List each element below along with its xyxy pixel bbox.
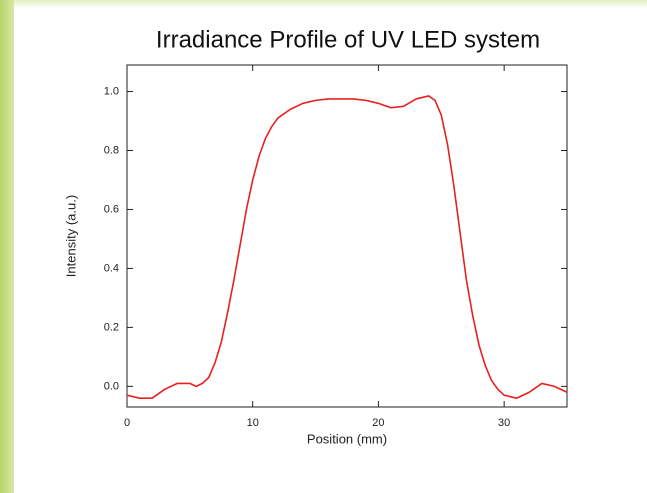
data-line <box>126 95 568 399</box>
y-tick-label: 0.8 <box>104 144 119 156</box>
top-band <box>14 0 647 8</box>
y-tick-label: 0.4 <box>104 262 119 274</box>
x-tick-label: 30 <box>498 417 510 429</box>
y-tick-label: 0.0 <box>104 380 119 392</box>
x-tick-label: 0 <box>124 417 130 429</box>
x-tick-label: 20 <box>372 417 384 429</box>
y-axis-label: Intensity (a.u.) <box>63 195 78 277</box>
x-tick-label: 10 <box>247 417 259 429</box>
left-band <box>0 0 14 493</box>
plot-frame <box>126 64 568 408</box>
chart-title: Irradiance Profile of UV LED system <box>156 26 540 53</box>
x-axis-label: Position (mm) <box>307 431 387 446</box>
y-tick-label: 1.0 <box>104 85 119 97</box>
y-tick-label: 0.6 <box>104 203 119 215</box>
y-tick-label: 0.2 <box>104 321 119 333</box>
